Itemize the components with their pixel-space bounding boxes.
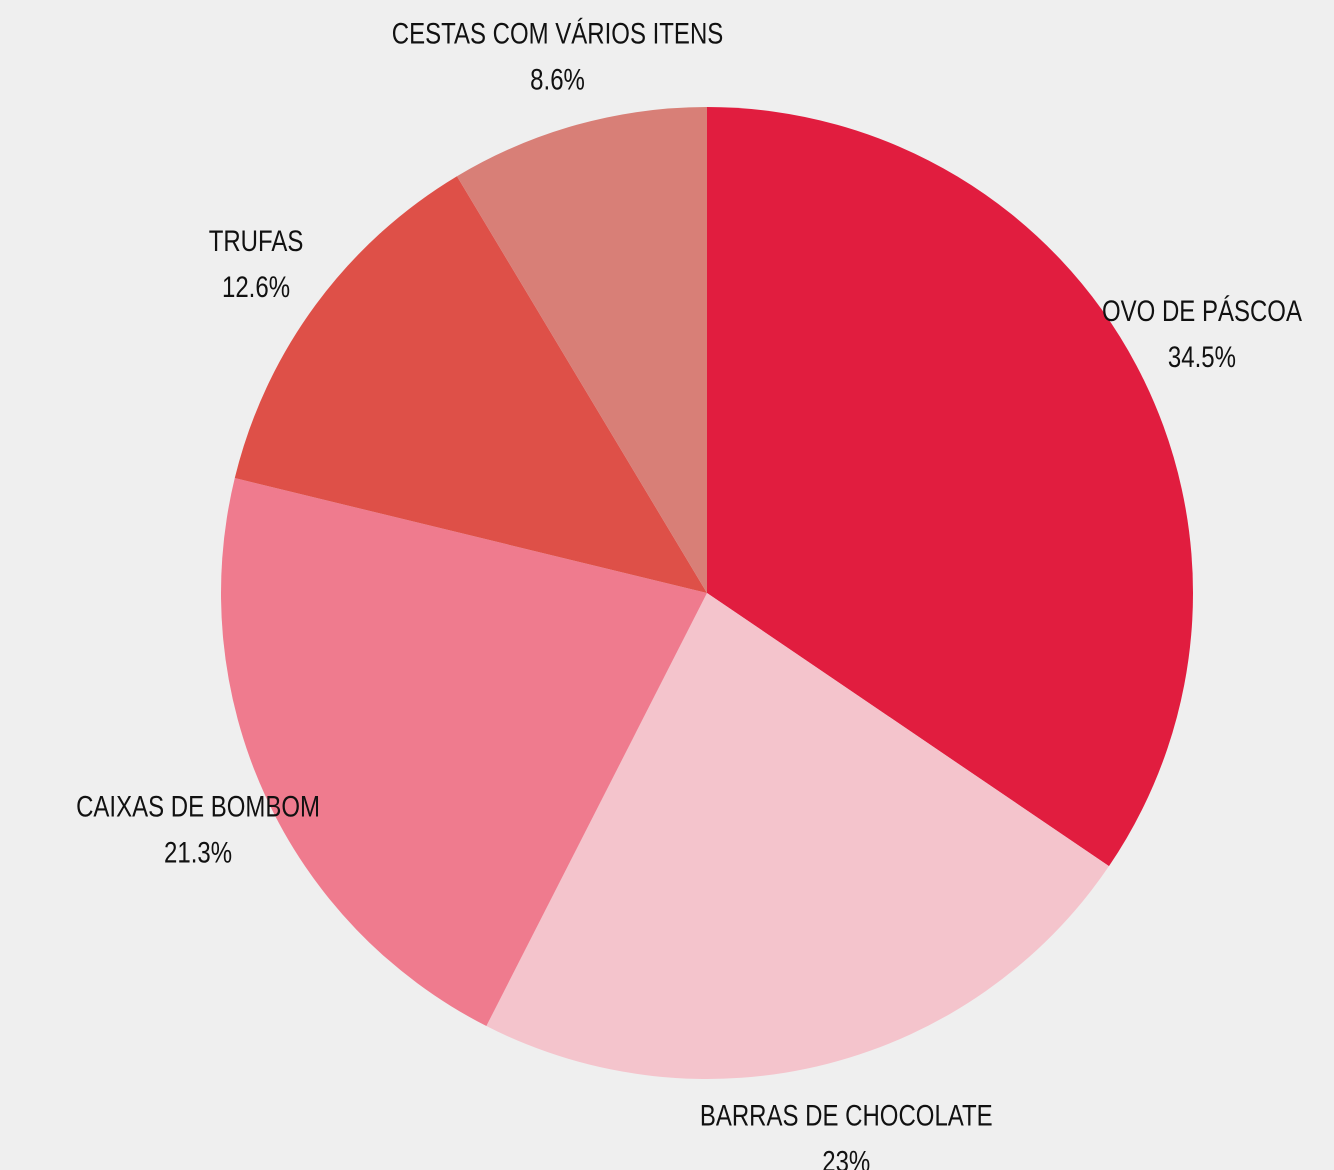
pie-labels: OVO DE PÁSCOA 34.5% BARRAS DE CHOCOLATE 23%… [76, 16, 1303, 1170]
slice-category-label: CESTAS COM VÁRIOS ITENS [392, 16, 723, 50]
pie-slice [221, 478, 708, 1027]
pie-slice [234, 176, 707, 593]
slice-value-label: 23% [822, 1144, 870, 1170]
slice-value-label: 21.3% [164, 835, 232, 869]
slice-value-label: 34.5% [1168, 339, 1236, 373]
pie-slice [486, 593, 1109, 1079]
slice-value-label: 8.6% [530, 62, 585, 96]
pie-slice [707, 107, 1194, 867]
pie-slices [221, 107, 1194, 1079]
slice-category-label: TRUFAS [209, 223, 304, 257]
pie-slice [456, 107, 707, 593]
slice-value-label: 12.6% [222, 269, 290, 303]
slice-category-label: OVO DE PÁSCOA [1102, 293, 1303, 327]
slice-category-label: CAIXAS DE BOMBOM [76, 789, 320, 823]
slice-category-label: BARRAS DE CHOCOLATE [700, 1098, 993, 1132]
